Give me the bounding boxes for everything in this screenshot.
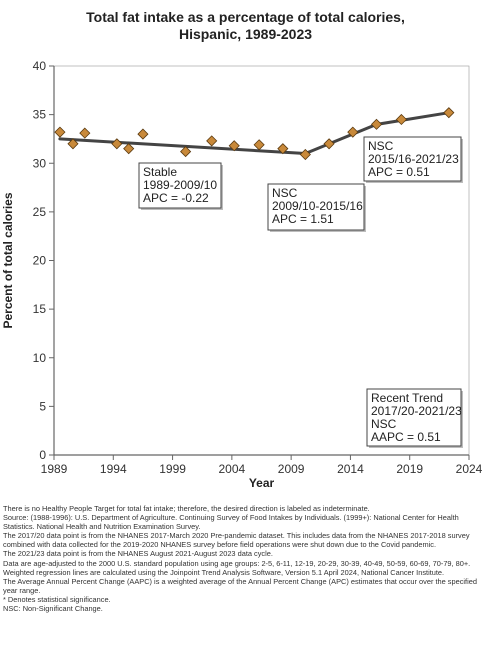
data-point-10 bbox=[277, 143, 289, 155]
footnote-2021-23: The 2021/23 data point is from the NHANE… bbox=[3, 549, 273, 559]
annotation-3-line-0: Recent Trend bbox=[371, 391, 443, 405]
y-tick-label-25: 25 bbox=[33, 205, 47, 219]
annotation-1-line-0: NSC bbox=[272, 186, 298, 200]
y-tick-label-40: 40 bbox=[33, 59, 47, 73]
x-tick-label-2004: 2004 bbox=[219, 462, 246, 476]
annotation-box-2 bbox=[363, 136, 462, 182]
annotation-3-line-3: AAPC = 0.51 bbox=[371, 430, 441, 444]
y-tick-label-5: 5 bbox=[39, 399, 46, 413]
trend-line-layer bbox=[58, 111, 451, 155]
footnote-nsc: NSC: Non-Significant Change. bbox=[3, 604, 103, 614]
data-point-16 bbox=[443, 107, 455, 119]
x-tick-label-1994: 1994 bbox=[100, 462, 127, 476]
data-point-6 bbox=[180, 146, 192, 158]
trend-line bbox=[58, 111, 451, 155]
footnote-aapc: The Average Annual Percent Change (AAPC)… bbox=[3, 576, 477, 595]
annotation-3-line-1: 2017/20-2021/23 bbox=[371, 404, 462, 418]
data-point-4 bbox=[123, 143, 135, 155]
chart-title-line-1: Total fat intake as a percentage of tota… bbox=[86, 9, 405, 25]
data-point-15 bbox=[395, 113, 407, 126]
y-axis-title: Percent of total calories bbox=[1, 192, 15, 328]
footnote-significance: * Denotes statistical significance. bbox=[3, 594, 111, 604]
y-tick-label-20: 20 bbox=[33, 254, 47, 268]
data-point-0 bbox=[54, 126, 66, 138]
x-tick-label-1989: 1989 bbox=[41, 462, 68, 476]
data-points bbox=[54, 107, 455, 161]
x-tick-label-2014: 2014 bbox=[337, 462, 364, 476]
annotation-0-line-0: Stable bbox=[143, 165, 177, 179]
x-tick-label-2009: 2009 bbox=[278, 462, 305, 476]
axes: 0 5 10 15 20 25 30 35 40 1989 1994 1999 2004 2009 2014… bbox=[33, 59, 483, 476]
annotation-1-line-1: 2009/10-2015/16 bbox=[272, 199, 363, 213]
data-point-7 bbox=[206, 135, 218, 147]
y-tick-label-10: 10 bbox=[33, 351, 47, 365]
annotation-0-line-1: 1989-2009/10 bbox=[143, 178, 217, 192]
y-tick-label-15: 15 bbox=[33, 302, 47, 316]
annotation-2-line-2: APC = 0.51 bbox=[368, 165, 430, 179]
x-tick-label-2024: 2024 bbox=[456, 462, 483, 476]
footnote-regression: Weighted regression lines are calculated… bbox=[3, 567, 445, 577]
data-point-13 bbox=[347, 126, 359, 138]
annotation-box-0 bbox=[138, 162, 222, 209]
annotation-box-3 bbox=[366, 388, 462, 447]
data-point-3 bbox=[111, 138, 123, 150]
x-tick-label-2019: 2019 bbox=[396, 462, 423, 476]
annotation-3-line-2: NSC bbox=[371, 417, 397, 431]
data-point-2 bbox=[79, 127, 91, 139]
data-point-8 bbox=[228, 140, 240, 152]
footnote-age-adjusted: Data are age-adjusted to the 2000 U.S. s… bbox=[3, 558, 471, 568]
data-point-1 bbox=[67, 138, 79, 150]
chart-title: Total fat intake as a percentage of tota… bbox=[0, 9, 491, 43]
y-tick-label-0: 0 bbox=[39, 448, 46, 462]
footnotes: There is no Healthy People Target for to… bbox=[3, 504, 489, 613]
chart-title-line-2: Hispanic, 1989-2023 bbox=[178, 26, 313, 42]
y-tick-label-30: 30 bbox=[33, 156, 47, 170]
y-tick-label-35: 35 bbox=[33, 108, 47, 122]
data-point-11 bbox=[299, 148, 311, 161]
data-point-12 bbox=[323, 138, 335, 150]
data-point-14 bbox=[370, 118, 383, 130]
line-chart: 0 5 10 15 20 25 30 35 40 1989 1994 1999 2004 2009 2014… bbox=[1, 59, 483, 490]
annotation-2-line-0: NSC bbox=[368, 139, 394, 153]
data-point-9 bbox=[253, 139, 265, 151]
x-axis-title: Year bbox=[249, 476, 275, 490]
data-point-5 bbox=[137, 128, 149, 140]
x-tick-label-1999: 1999 bbox=[159, 462, 186, 476]
footnote-2017-20: The 2017/20 data point is from the NHANE… bbox=[3, 531, 470, 550]
annotation-2-line-1: 2015/16-2021/23 bbox=[368, 152, 459, 166]
footnote-target: There is no Healthy People Target for to… bbox=[3, 504, 370, 513]
annotation-box-1 bbox=[267, 183, 365, 231]
footnote-source: Source: (1988-1996): U.S. Department of … bbox=[3, 513, 459, 532]
annotation-0-line-2: APC = -0.22 bbox=[143, 191, 209, 205]
annotation-1-line-2: APC = 1.51 bbox=[272, 212, 334, 226]
